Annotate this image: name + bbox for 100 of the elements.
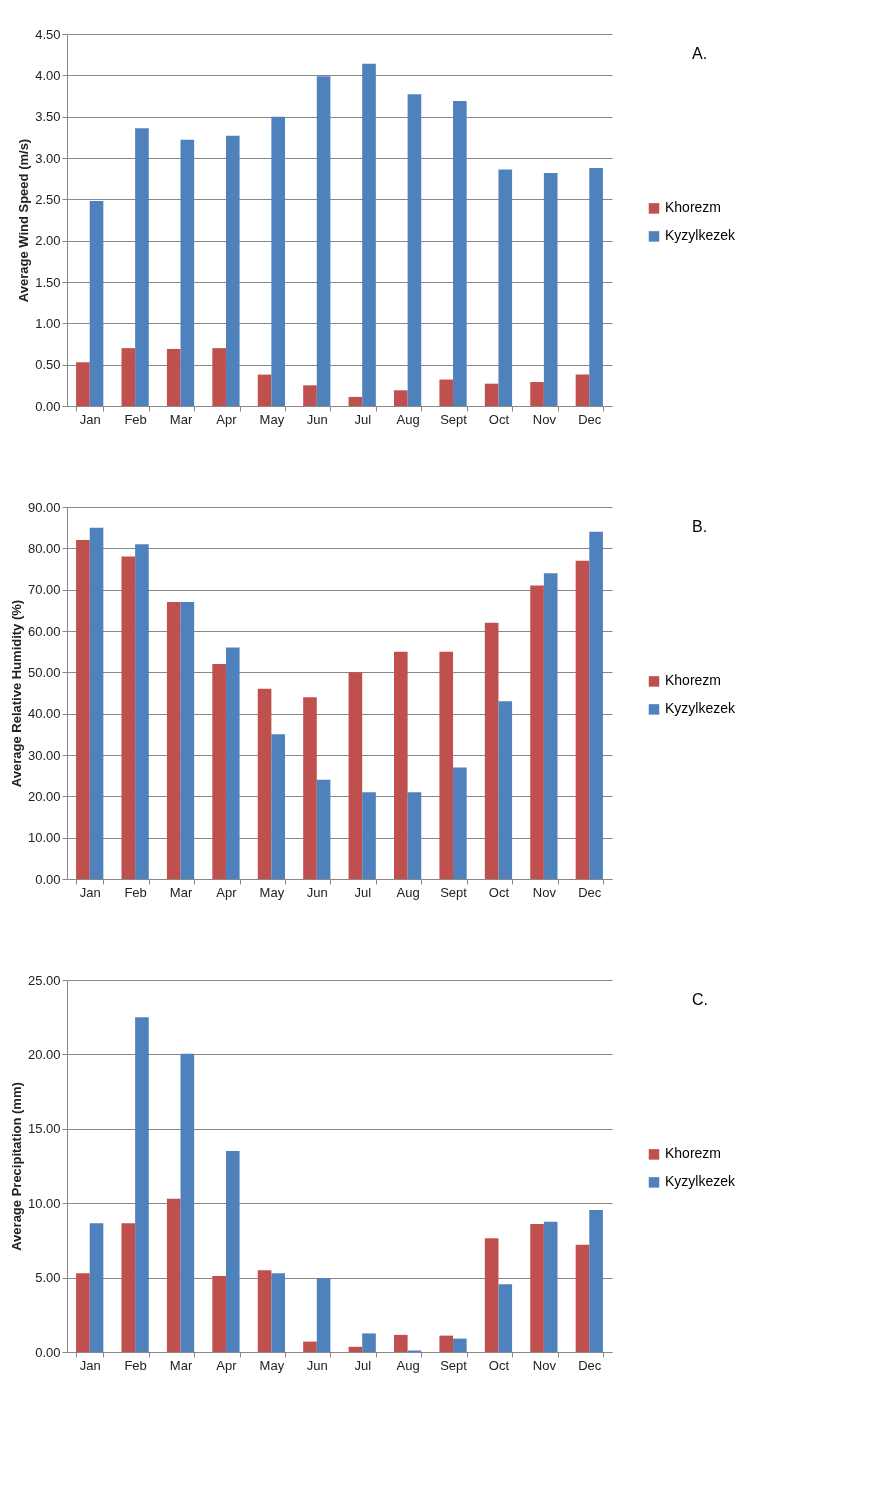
bar [362, 1333, 376, 1352]
y-tick-label: 10.00 [27, 1195, 61, 1211]
bar [453, 767, 467, 879]
bar [453, 100, 467, 406]
x-tick-label: Nov [532, 1357, 557, 1373]
bar [76, 362, 90, 406]
text: B. [692, 518, 708, 535]
bar [76, 1273, 90, 1352]
bar [303, 385, 317, 406]
x-tick-label: Mar [169, 411, 193, 427]
y-tick-label: 1.00 [35, 315, 61, 331]
legend-label: Kyzylkezek [665, 227, 737, 244]
bar [271, 1273, 285, 1352]
x-tick-label: Nov [532, 884, 557, 900]
y-tick-label: 40.00 [27, 706, 61, 722]
bar [348, 1346, 363, 1352]
bar [271, 116, 285, 406]
x-tick-label: Aug [396, 411, 420, 427]
bar [484, 1238, 499, 1352]
y-axis-title: Average Precipitation (mm) [8, 1082, 24, 1251]
bar [575, 560, 590, 879]
bar [543, 1221, 558, 1352]
legend-label: Khorezm [665, 1145, 722, 1162]
bar [180, 1053, 195, 1352]
bar [498, 169, 513, 406]
x-tick-label: Dec [578, 1357, 602, 1373]
bar [89, 1223, 104, 1352]
bar [303, 1341, 317, 1352]
bar [589, 531, 603, 879]
y-tick-label: 2.00 [35, 233, 61, 249]
bar [575, 374, 590, 406]
bar [316, 779, 331, 879]
legend-label: Kyzylkezek [665, 700, 737, 717]
bar [225, 1151, 240, 1352]
y-tick-label: 70.00 [27, 582, 61, 598]
bar [225, 135, 240, 406]
y-tick-label: 5.00 [35, 1270, 61, 1286]
bar [484, 383, 499, 406]
x-tick-label: Oct [488, 884, 510, 900]
x-tick-label: May [259, 884, 285, 900]
x-tick-label: Feb [124, 411, 147, 427]
bar [180, 602, 195, 879]
bar [257, 1270, 272, 1352]
text: A. [692, 45, 708, 62]
x-tick-label: Jul [354, 411, 372, 427]
y-tick-label: 0.50 [35, 357, 61, 373]
y-tick-label: 1.50 [35, 274, 61, 290]
bar [589, 167, 603, 406]
legend-label: Khorezm [665, 672, 722, 689]
legend-label: Khorezm [665, 199, 722, 216]
bar [316, 76, 331, 406]
x-tick-label: Jan [79, 884, 101, 900]
x-tick-label: Jul [354, 884, 372, 900]
bar [439, 1335, 454, 1352]
x-tick-label: Mar [169, 884, 193, 900]
bar [439, 379, 454, 406]
x-tick-label: Oct [488, 411, 510, 427]
bar [362, 792, 376, 879]
bar [394, 390, 408, 406]
bar [303, 697, 317, 879]
bar [257, 374, 272, 406]
text: C. [692, 991, 708, 1008]
x-tick-label: Aug [396, 884, 420, 900]
bar [212, 348, 226, 406]
y-tick-label: 4.50 [35, 26, 61, 42]
y-tick-label: 80.00 [27, 540, 61, 556]
x-tick-label: Jun [306, 1357, 328, 1373]
bar [89, 527, 104, 879]
bar [271, 734, 285, 879]
y-tick-label: 90.00 [27, 499, 61, 515]
y-tick-label: 0.00 [35, 398, 61, 414]
legend-label: Kyzylkezek [665, 1173, 737, 1190]
x-tick-label: Jun [306, 884, 328, 900]
bar [212, 1276, 226, 1352]
bar [257, 688, 272, 879]
x-tick-label: Jul [354, 1357, 372, 1373]
x-tick-label: Sept [440, 884, 468, 900]
y-tick-label: 60.00 [27, 623, 61, 639]
y-tick-label: 0.00 [35, 871, 61, 887]
bar [498, 1284, 513, 1352]
x-tick-label: Sept [440, 1357, 468, 1373]
x-tick-label: Apr [216, 884, 238, 900]
bar [543, 573, 558, 879]
y-tick-label: 20.00 [27, 1046, 61, 1062]
y-tick-label: 3.00 [35, 150, 61, 166]
x-tick-label: Jun [306, 411, 328, 427]
bar [76, 540, 90, 879]
bar [407, 94, 422, 406]
bar [166, 348, 181, 406]
x-tick-label: May [259, 411, 285, 427]
bar [135, 128, 149, 406]
bar [166, 1198, 181, 1352]
x-tick-label: Mar [169, 1357, 193, 1373]
bar [121, 1223, 136, 1352]
y-axis-title: Average Relative Humidity (%) [8, 599, 24, 788]
bar [453, 1338, 467, 1352]
bar [348, 396, 363, 406]
bar [394, 651, 408, 879]
bar [180, 139, 195, 406]
x-tick-label: Feb [124, 884, 147, 900]
